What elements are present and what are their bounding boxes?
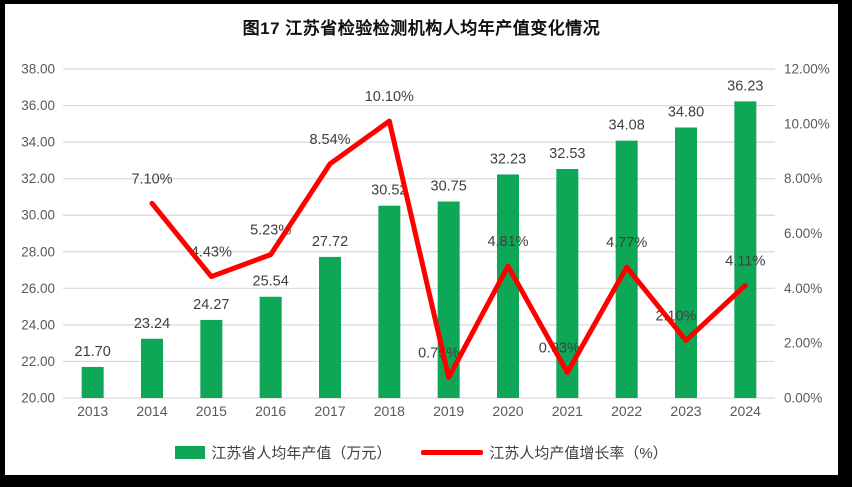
growth-value-label: 4.81% bbox=[487, 234, 528, 250]
growth-value-label: 10.10% bbox=[365, 89, 414, 105]
bar-2023 bbox=[675, 127, 697, 398]
growth-value-label: 4.11% bbox=[725, 253, 765, 269]
bar-2015 bbox=[200, 319, 223, 398]
x-axis-label: 2018 bbox=[374, 403, 405, 419]
x-axis-label: 2020 bbox=[492, 403, 523, 419]
bar-value-label: 23.24 bbox=[134, 316, 170, 332]
bar-2017 bbox=[319, 256, 341, 398]
growth-value-label: 0.75% bbox=[418, 345, 459, 361]
line-series-swatch bbox=[421, 450, 484, 455]
left-axis-tick: 22.00 bbox=[21, 354, 55, 369]
legend-item-line-series: 江苏人均产值增长率（%） bbox=[421, 442, 668, 463]
x-axis-label: 2013 bbox=[77, 403, 108, 419]
bar-value-label: 24.27 bbox=[193, 297, 229, 313]
bar-value-label: 32.23 bbox=[490, 151, 526, 167]
right-axis-tick: 8.00% bbox=[784, 171, 822, 186]
chart-title: 图17 江苏省检验检测机构人均年产值变化情况 bbox=[242, 19, 601, 38]
x-axis-label: 2019 bbox=[433, 403, 464, 419]
left-axis-tick: 38.00 bbox=[21, 62, 55, 77]
left-axis-tick: 28.00 bbox=[21, 244, 55, 259]
x-axis-label: 2015 bbox=[196, 403, 227, 419]
bar-2020 bbox=[497, 174, 519, 398]
bar-2013 bbox=[81, 366, 104, 398]
bar-value-label: 30.52 bbox=[371, 183, 407, 199]
bar-value-label: 34.80 bbox=[668, 104, 704, 120]
bar-value-label: 30.75 bbox=[431, 179, 467, 195]
chart-legend: 江苏省人均年产值（万元） 江苏人均产值增长率（%） bbox=[5, 442, 838, 463]
bar-2024 bbox=[734, 101, 757, 398]
bar-value-label: 34.08 bbox=[609, 118, 645, 134]
legend-item-bar-series: 江苏省人均年产值（万元） bbox=[175, 442, 391, 463]
growth-value-label: 8.54% bbox=[309, 132, 350, 148]
growth-value-label: 7.10% bbox=[131, 171, 172, 187]
right-axis-tick: 10.00% bbox=[784, 116, 830, 131]
left-axis-tick: 24.00 bbox=[21, 317, 55, 332]
x-axis-label: 2022 bbox=[611, 403, 642, 419]
bar-value-label: 21.70 bbox=[75, 344, 111, 360]
bar-2021 bbox=[556, 168, 579, 398]
x-axis-label: 2024 bbox=[730, 403, 761, 419]
x-axis-label: 2021 bbox=[552, 403, 583, 419]
x-axis-label: 2017 bbox=[314, 403, 345, 419]
bar-value-label: 27.72 bbox=[312, 234, 348, 250]
left-axis-tick: 20.00 bbox=[21, 391, 55, 406]
bar-value-label: 25.54 bbox=[253, 274, 289, 290]
right-axis-tick: 2.00% bbox=[784, 336, 822, 351]
left-axis-tick: 36.00 bbox=[21, 98, 55, 113]
bar-value-label: 36.23 bbox=[727, 78, 763, 94]
x-axis-label: 2016 bbox=[255, 403, 286, 419]
right-axis-tick: 6.00% bbox=[784, 226, 822, 241]
bar-2014 bbox=[141, 338, 163, 398]
left-axis-tick: 34.00 bbox=[21, 135, 55, 150]
x-axis-label: 2014 bbox=[136, 403, 167, 419]
bar-value-label: 32.53 bbox=[549, 146, 585, 162]
right-axis-tick: 12.00% bbox=[784, 62, 830, 77]
bar-series-swatch bbox=[175, 446, 206, 459]
left-axis-tick: 26.00 bbox=[21, 281, 55, 296]
bar-2018 bbox=[378, 205, 401, 398]
line-series-label: 江苏人均产值增长率（%） bbox=[489, 445, 668, 462]
chart-canvas: 图17 江苏省检验检测机构人均年产值变化情况 38.00 36.00 34.00 32… bbox=[5, 4, 838, 475]
growth-line bbox=[149, 118, 748, 380]
left-axis-tick: 30.00 bbox=[21, 208, 55, 223]
growth-value-label: 4.77% bbox=[606, 235, 647, 251]
growth-value-label: 4.43% bbox=[191, 245, 232, 261]
bar-2016 bbox=[259, 296, 282, 398]
right-axis-tick: 0.00% bbox=[784, 391, 822, 406]
right-axis-tick: 4.00% bbox=[784, 281, 822, 296]
chart-svg: 38.00 36.00 34.00 32.00 30.00 28.00 26.00 24.00… bbox=[21, 62, 830, 420]
x-axis-label: 2023 bbox=[670, 403, 701, 419]
bar-series-label: 江苏省人均年产值（万元） bbox=[211, 445, 392, 462]
left-axis-tick: 32.00 bbox=[21, 171, 55, 186]
